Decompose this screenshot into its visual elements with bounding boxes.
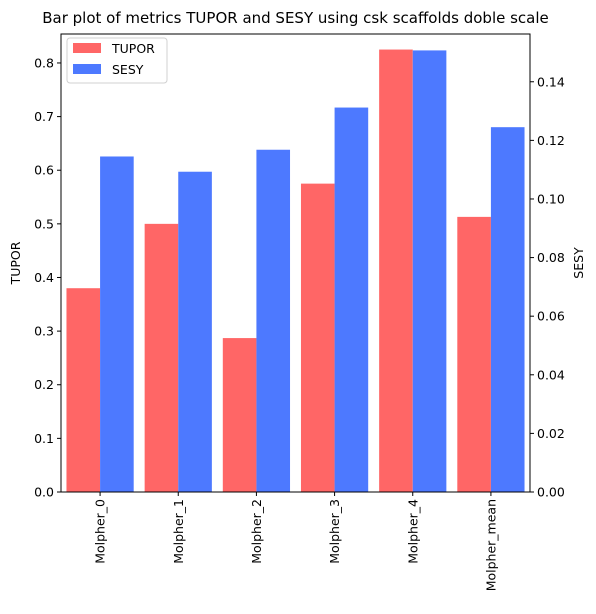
legend-swatch-tupor (73, 43, 101, 53)
y-tick-label-left: 0.0 (34, 485, 54, 500)
x-tick-label: Molpher_1 (171, 499, 186, 564)
y-axis-label-left: TUPOR (8, 241, 23, 285)
x-tick-label: Molpher_0 (93, 499, 108, 564)
plot-frame (60, 33, 531, 493)
y-tick-label-left: 0.2 (34, 377, 54, 392)
y-tick-label-left: 0.5 (34, 216, 54, 231)
y-tick-label-right: 0.00 (537, 485, 565, 500)
bar-tupor-molpher_0 (66, 288, 101, 492)
bar-sesy-molpher_4 (412, 50, 447, 492)
y-tick-label-right: 0.04 (537, 367, 565, 382)
y-tick-label-left: 0.1 (34, 431, 54, 446)
bar-tupor-molpher_2 (222, 338, 257, 492)
y-tick-label-right: 0.12 (537, 133, 565, 148)
bar-tupor-molpher_mean (457, 216, 491, 492)
y-tick-label-left: 0.4 (34, 270, 54, 285)
bar-tupor-molpher_4 (379, 49, 413, 492)
y-tick-label-right: 0.02 (537, 426, 565, 441)
x-tick-label: Molpher_4 (405, 499, 420, 564)
x-tick-label: Molpher_3 (327, 499, 342, 564)
legend-label-tupor: TUPOR (111, 41, 155, 56)
y-tick-label-right: 0.08 (537, 250, 565, 265)
legend: TUPOR SESY (66, 37, 168, 84)
y-tick-label-left: 0.8 (34, 55, 54, 70)
x-tick-label: Molpher_2 (249, 499, 264, 564)
chart-title: Bar plot of metrics TUPOR and SESY using… (42, 9, 549, 27)
axes-group: 0.0 0.1 0.2 0.3 0.4 0.5 0.6 0.7 0.8 0.00 0.02 0.04 0… (34, 33, 565, 591)
bar-tupor-molpher_1 (144, 223, 179, 493)
y-tick-label-left: 0.3 (34, 324, 54, 339)
legend-label-sesy: SESY (112, 62, 144, 77)
y-axis-label-right: SESY (571, 247, 586, 279)
y-tick-label-right: 0.06 (537, 309, 565, 324)
y-tick-label-right: 0.10 (537, 191, 565, 206)
y-tick-label-left: 0.6 (34, 163, 54, 178)
bar-sesy-molpher_2 (256, 149, 291, 492)
bars-group (66, 49, 525, 493)
bar-sesy-molpher_mean (490, 127, 525, 492)
x-tick-label: Molpher_mean (483, 499, 498, 591)
bar-sesy-molpher_3 (334, 107, 369, 492)
bar-tupor-molpher_3 (300, 183, 335, 493)
y-tick-label-left: 0.7 (34, 109, 54, 124)
bar-sesy-molpher_0 (100, 156, 134, 492)
bar-sesy-molpher_1 (178, 171, 212, 492)
legend-swatch-sesy (73, 64, 101, 74)
y-tick-label-right: 0.14 (537, 74, 565, 89)
